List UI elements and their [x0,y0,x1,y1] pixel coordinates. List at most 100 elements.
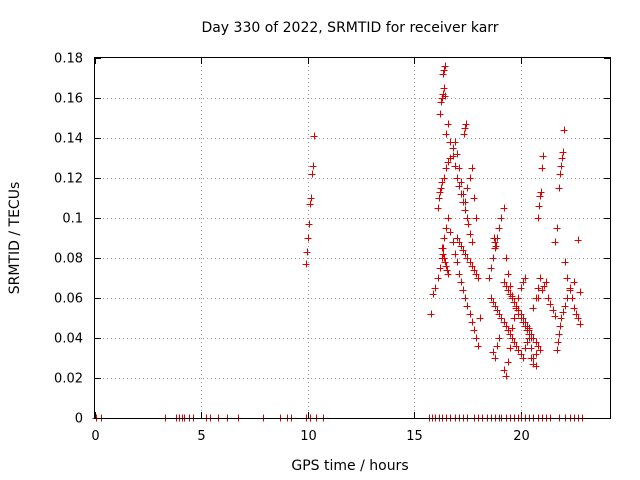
data-point [544,294,552,302]
data-point [551,312,559,320]
data-point [527,344,535,352]
data-point [455,182,463,190]
data-point [470,194,478,202]
data-point [310,132,318,140]
plot-area-frame [94,57,611,419]
data-point [440,174,448,182]
data-point [540,282,548,290]
y-axis-label: SRMTID / TECUs [7,182,23,295]
data-point [440,66,448,74]
data-point [495,224,503,232]
data-point [444,270,452,278]
data-point [436,264,444,272]
data-point [529,334,537,342]
y-tick-label: 0.04 [54,332,83,347]
data-point [304,234,312,242]
data-point [556,170,564,178]
data-point [489,254,497,262]
y-tick-label: 0.06 [54,292,83,307]
data-point [463,214,471,222]
data-point [442,224,450,232]
data-point [559,148,567,156]
data-point [306,200,314,208]
data-point [466,230,474,238]
y-tick-label: 0.1 [62,212,83,227]
data-point [442,164,450,172]
data-point [576,288,584,296]
data-point [453,174,461,182]
data-point [302,260,310,268]
data-point [485,274,493,282]
data-point [457,190,465,198]
data-point [508,324,516,332]
x-tick-label: 0 [91,429,99,444]
data-point [489,348,497,356]
data-point [502,254,510,262]
data-point [536,192,544,200]
data-point [542,278,550,286]
data-point [534,294,542,302]
x-tick-label: 20 [513,429,530,444]
data-point [561,302,569,310]
data-point [438,178,446,186]
data-point [435,194,443,202]
data-point [436,110,444,118]
data-point [444,158,452,166]
y-tick-label: 0.12 [54,172,83,187]
data-point [558,154,566,162]
data-point [491,244,499,252]
data-point [574,236,582,244]
data-point [459,286,467,294]
data-point [305,220,313,228]
data-point [492,242,500,250]
data-point [506,344,514,352]
data-point [557,162,565,170]
data-point [434,274,442,282]
data-point [549,306,557,314]
data-point [553,346,561,354]
y-tick-label: 0.02 [54,372,83,387]
data-point [561,258,569,266]
data-point [517,284,525,292]
data-point [504,270,512,278]
data-point [502,372,510,380]
data-point [446,154,454,162]
data-point [495,334,503,342]
data-point [574,314,582,322]
data-point [563,274,571,282]
data-point [474,342,482,350]
data-point [449,152,457,160]
axis-ticks: 0 5 10 15 20 0 0.02 0.04 0.06 0.08 0.1 0.12 0.14 0.16… [54,52,610,444]
data-point [441,258,449,266]
data-point [308,170,316,178]
data-point [570,278,578,286]
data-point [441,92,449,100]
data-point [440,84,448,92]
data-point [536,346,544,354]
data-point [443,266,451,274]
x-tick-label: 10 [300,429,317,444]
chart-title: Day 330 of 2022, SRMTID for receiver kar… [201,20,498,36]
data-point [560,126,568,134]
data-point [438,244,446,252]
data-point [555,330,563,338]
data-point [491,238,499,246]
data-point [539,152,547,160]
data-point [457,278,465,286]
data-point [468,318,476,326]
data-point [563,294,571,302]
data-point [570,304,578,312]
data-point [455,270,463,278]
x-tick-label: 5 [197,429,205,444]
data-point [491,354,499,362]
data-point [434,204,442,212]
data-point [439,250,447,258]
data-point [514,306,522,314]
data-point [529,354,537,362]
data-point [497,314,505,322]
data-point [500,366,508,374]
data-point [519,354,527,362]
data-point [468,238,476,246]
data-point [309,162,317,170]
y-tick-label: 0.18 [54,52,83,67]
